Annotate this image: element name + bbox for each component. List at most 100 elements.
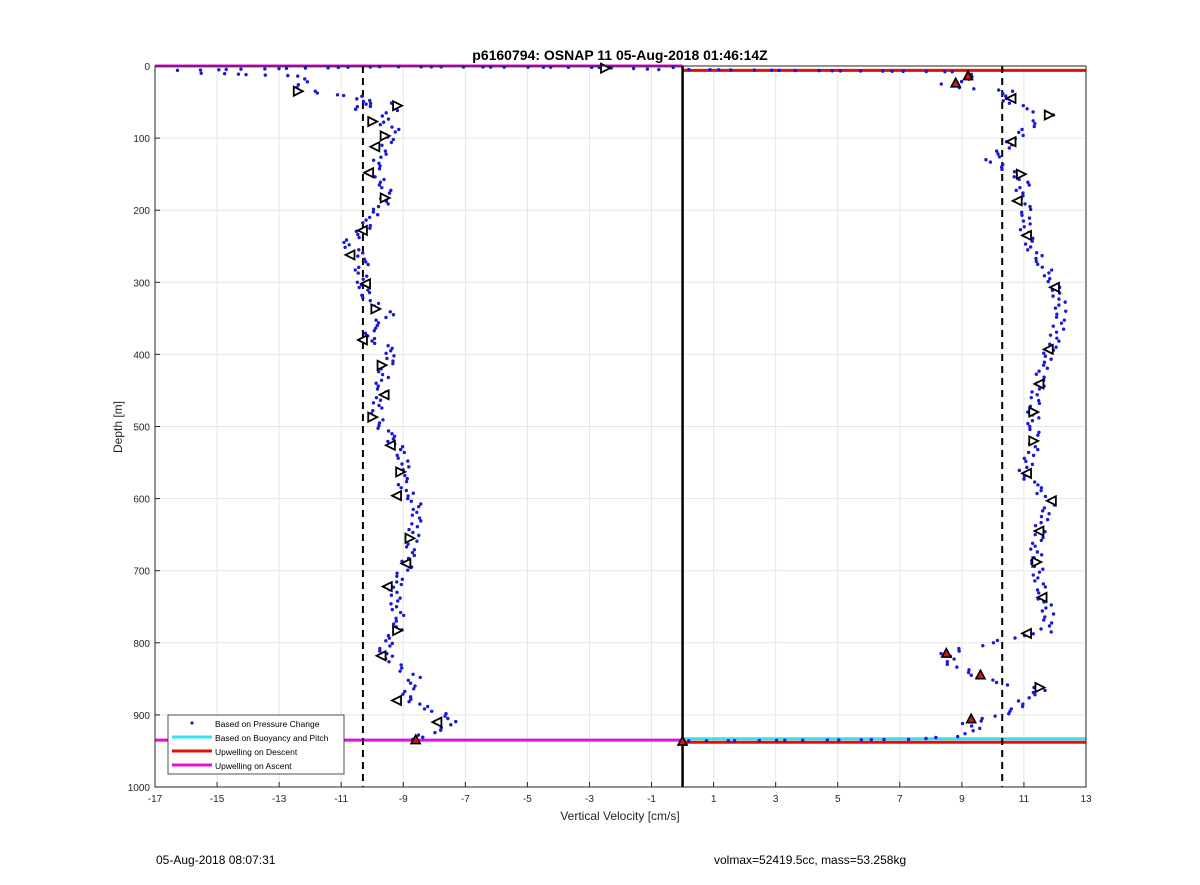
- ascent-point: [386, 439, 390, 444]
- ascent-point: [244, 72, 248, 77]
- x-tick-labels: -17 -15 -13 -11 -9 -7 -5 -3 -1 1 3 5 7 9 11 13: [148, 794, 1092, 805]
- descent-point: [950, 70, 954, 74]
- ascent-point: [645, 67, 650, 71]
- plot-frame: [154, 65, 1087, 788]
- legend-entry-descent: Upwelling on Descent: [215, 747, 298, 757]
- ascent-point: [390, 125, 394, 129]
- ascent-point: [361, 251, 365, 255]
- descent-point: [1034, 256, 1038, 261]
- descent-point: [1025, 107, 1029, 111]
- descent-point: [1032, 124, 1036, 129]
- ascent-point: [374, 395, 379, 400]
- ascent-point: [375, 213, 380, 217]
- ascent-point: [357, 285, 361, 290]
- descent-point: [945, 662, 949, 667]
- descent-point: [1021, 191, 1025, 195]
- ascent-point: [344, 238, 349, 242]
- descent-point: [1029, 395, 1033, 400]
- descent-point: [960, 721, 965, 726]
- ascent-point: [387, 191, 392, 195]
- descent-point: [1031, 110, 1035, 114]
- descent-point: [1036, 433, 1040, 437]
- open-triangle-marker: [1044, 494, 1057, 507]
- chart-title: p6160794: OSNAP 11 05-Aug-2018 01:46:14Z: [472, 47, 768, 63]
- ascent-point: [239, 67, 243, 71]
- descent-point: [1039, 486, 1044, 490]
- descent-point: [1018, 227, 1023, 232]
- footer-vehicle-params: volmax=52419.5cc, mass=53.258kg: [714, 853, 907, 867]
- ascent-point: [357, 235, 361, 240]
- ascent-point: [415, 510, 419, 514]
- ascent-point: [384, 351, 388, 356]
- descent-point: [988, 160, 993, 164]
- descent-point: [1026, 450, 1031, 455]
- ascent-point: [395, 571, 399, 575]
- descent-point: [945, 660, 950, 664]
- descent-point: [704, 739, 709, 743]
- ascent-point: [411, 672, 415, 676]
- descent-point: [1025, 465, 1029, 470]
- footer-timestamp: 05-Aug-2018 08:07:31: [156, 853, 276, 867]
- ascent-point: [387, 660, 391, 664]
- open-triangle-marker: [343, 248, 356, 261]
- descent-point: [1033, 693, 1037, 697]
- descent-point: [859, 738, 863, 742]
- ascent-point: [395, 590, 399, 595]
- ascent-point: [430, 709, 434, 713]
- open-triangle-marker: [399, 557, 412, 570]
- descent-point: [1055, 312, 1059, 316]
- y-tick-label: 700: [133, 567, 150, 578]
- ascent-point: [263, 67, 267, 71]
- ascent-point: [395, 580, 399, 584]
- open-triangle-marker: [380, 580, 393, 593]
- ascent-point: [360, 293, 364, 297]
- descent-point: [959, 79, 964, 84]
- legend: Based on Pressure Change Based on Buoyan…: [167, 714, 345, 775]
- ascent-point: [384, 111, 388, 115]
- ascent-point: [199, 71, 203, 75]
- descent-point: [1040, 265, 1044, 269]
- ascent-point: [373, 175, 377, 179]
- descent-point: [978, 726, 982, 731]
- open-triangle-marker: [1032, 378, 1045, 390]
- descent-upwelling-marker: [676, 734, 689, 746]
- legend-pressure-swatch: [190, 721, 194, 725]
- descent-point: [1028, 222, 1032, 226]
- ascent-point: [415, 539, 419, 543]
- ascent-point: [353, 107, 358, 111]
- descent-point: [1023, 242, 1028, 246]
- descent-point: [1057, 303, 1061, 307]
- ascent-point: [336, 65, 341, 70]
- ascent-point: [368, 98, 372, 103]
- ascent-point: [412, 553, 417, 558]
- ascent-point: [390, 607, 395, 612]
- descent-point: [1020, 704, 1025, 709]
- descent-point: [1035, 491, 1039, 496]
- descent-point: [1007, 146, 1011, 150]
- open-triangle-marker: [1031, 556, 1044, 569]
- ascent-upwelling-marker: [409, 733, 422, 745]
- descent-point: [1022, 225, 1026, 229]
- x-tick-label: -5: [523, 794, 532, 805]
- descent-point: [1001, 91, 1005, 96]
- descent-point: [996, 152, 1000, 156]
- ascent-point: [357, 265, 361, 270]
- x-tick-label: 7: [897, 794, 903, 805]
- ascent-point: [421, 735, 425, 739]
- y-tick-label: 600: [133, 495, 150, 506]
- ascent-point: [364, 218, 368, 222]
- open-triangle-marker: [1028, 434, 1041, 447]
- descent-point: [1033, 544, 1037, 548]
- descent-upwelling-marker: [949, 76, 962, 88]
- ascent-point: [391, 313, 396, 317]
- y-tick-label: 300: [133, 278, 150, 289]
- ascent-point: [422, 707, 427, 711]
- ascent-point: [343, 245, 347, 250]
- descent-point: [732, 739, 737, 743]
- ascent-point: [390, 641, 395, 646]
- grid: [154, 65, 1087, 788]
- descent-point: [984, 158, 988, 162]
- descent-point: [1022, 477, 1026, 481]
- ascent-point: [376, 301, 381, 306]
- descent-point: [1049, 621, 1054, 625]
